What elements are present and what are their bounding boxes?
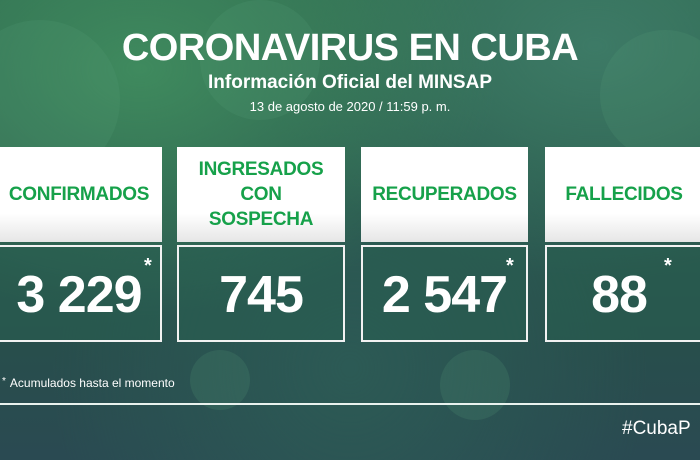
asterisk-mark: * <box>506 255 514 277</box>
card-confirmados: CONFIRMADOS 3 229 * <box>0 147 162 346</box>
virus-decoration <box>600 30 700 160</box>
card-fallecidos: FALLECIDOS 88 * <box>545 147 700 346</box>
page-title: CORONAVIRUS EN CUBA <box>121 27 579 69</box>
card-label: INGRESADOS CON SOSPECHA <box>177 147 345 242</box>
virus-decoration <box>200 0 320 120</box>
asterisk-mark: * <box>144 255 152 277</box>
card-label: CONFIRMADOS <box>0 147 162 242</box>
card-value-box: 3 229 * <box>0 245 162 342</box>
asterisk-mark: * <box>664 255 672 277</box>
card-ingresados: INGRESADOS CON SOSPECHA 745 <box>177 147 345 346</box>
hashtag: #CubaP <box>622 418 691 439</box>
card-value-box: 2 547 * <box>361 245 528 342</box>
card-recuperados: RECUPERADOS 2 547 * <box>361 147 528 346</box>
card-value-box: 88 * <box>545 245 700 342</box>
card-value-box: 745 <box>177 245 345 342</box>
divider <box>0 403 700 405</box>
page-subtitle: Información Oficial del MINSAP <box>208 72 492 93</box>
card-value: 2 547 <box>381 266 508 324</box>
virus-decoration <box>440 350 510 420</box>
card-value: 745 <box>219 266 304 324</box>
card-value: 3 229 <box>16 266 142 324</box>
footnote: * Acumulados hasta el momento <box>2 376 175 390</box>
footnote-text: Acumulados hasta el momento <box>9 376 175 390</box>
footnote-mark: * <box>2 376 6 387</box>
card-label: RECUPERADOS <box>361 147 528 242</box>
report-date: 13 de agosto de 2020 / 11:59 p. m. <box>249 99 451 114</box>
card-value: 88 <box>591 266 648 324</box>
card-label: FALLECIDOS <box>545 147 700 242</box>
virus-decoration <box>190 350 250 410</box>
